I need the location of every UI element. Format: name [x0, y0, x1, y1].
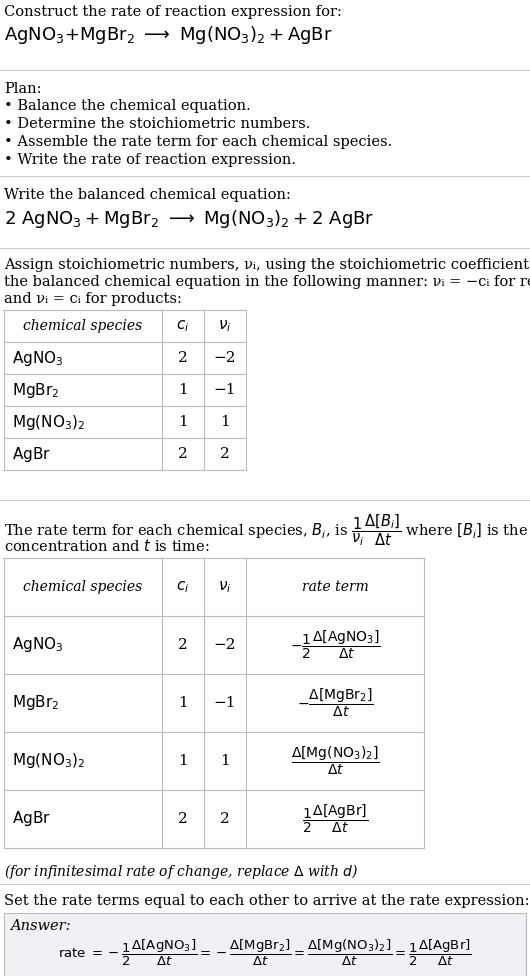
Text: 1: 1: [220, 754, 230, 768]
Text: 1: 1: [178, 415, 188, 429]
Text: 2: 2: [178, 447, 188, 461]
Bar: [4, 913, 526, 976]
Text: 1: 1: [220, 415, 230, 429]
Text: $-\dfrac{\Delta[\mathrm{MgBr_2}]}{\Delta t}$: $-\dfrac{\Delta[\mathrm{MgBr_2}]}{\Delta…: [297, 687, 373, 719]
Text: 1: 1: [178, 696, 188, 710]
Text: $\dfrac{1}{2}\dfrac{\Delta[\mathrm{AgBr}]}{\Delta t}$: $\dfrac{1}{2}\dfrac{\Delta[\mathrm{AgBr}…: [302, 803, 368, 835]
Text: • Balance the chemical equation.: • Balance the chemical equation.: [4, 99, 251, 113]
Text: concentration and $t$ is time:: concentration and $t$ is time:: [4, 538, 209, 554]
Text: Plan:: Plan:: [4, 82, 41, 96]
Text: 2: 2: [178, 638, 188, 652]
Text: $\mathrm{AgBr}$: $\mathrm{AgBr}$: [12, 809, 51, 829]
Text: 1: 1: [178, 383, 188, 397]
Text: • Assemble the rate term for each chemical species.: • Assemble the rate term for each chemic…: [4, 135, 392, 149]
Text: 2: 2: [178, 812, 188, 826]
Text: 2: 2: [220, 812, 230, 826]
Text: the balanced chemical equation in the following manner: νᵢ = −cᵢ for reactants: the balanced chemical equation in the fo…: [4, 275, 530, 289]
Text: $\mathrm{AgNO_3}$: $\mathrm{AgNO_3}$: [12, 635, 64, 655]
Text: $\mathrm{AgBr}$: $\mathrm{AgBr}$: [12, 444, 51, 464]
Text: Set the rate terms equal to each other to arrive at the rate expression:: Set the rate terms equal to each other t…: [4, 894, 529, 908]
Text: $-\dfrac{1}{2}\dfrac{\Delta[\mathrm{AgNO_3}]}{\Delta t}$: $-\dfrac{1}{2}\dfrac{\Delta[\mathrm{AgNO…: [289, 629, 381, 661]
Text: $\nu_i$: $\nu_i$: [218, 318, 232, 334]
Text: −1: −1: [214, 383, 236, 397]
Text: 1: 1: [178, 754, 188, 768]
Text: chemical species: chemical species: [23, 319, 143, 333]
Text: 2: 2: [178, 351, 188, 365]
Text: (for infinitesimal rate of change, replace $\Delta$ with $d$): (for infinitesimal rate of change, repla…: [4, 862, 358, 881]
Text: −2: −2: [214, 638, 236, 652]
Text: $2\ \mathrm{AgNO_3} + \mathrm{MgBr_2}\ \longrightarrow\ \mathrm{Mg(NO_3)_2} + 2\: $2\ \mathrm{AgNO_3} + \mathrm{MgBr_2}\ \…: [4, 208, 374, 230]
Text: −1: −1: [214, 696, 236, 710]
Text: $\mathrm{Mg(NO_3)_2}$: $\mathrm{Mg(NO_3)_2}$: [12, 413, 85, 431]
Text: rate $= -\dfrac{1}{2}\dfrac{\Delta[\mathrm{AgNO_3}]}{\Delta t} = -\dfrac{\Delta[: rate $= -\dfrac{1}{2}\dfrac{\Delta[\math…: [58, 938, 472, 968]
Text: Answer:: Answer:: [10, 919, 70, 933]
Text: The rate term for each chemical species, $B_i$, is $\dfrac{1}{\nu_i}\dfrac{\Delt: The rate term for each chemical species,…: [4, 512, 530, 548]
Text: $\mathrm{AgNO_3}$: $\mathrm{AgNO_3}$: [12, 348, 64, 368]
Text: Construct the rate of reaction expression for:: Construct the rate of reaction expressio…: [4, 5, 342, 19]
Text: $\mathrm{Mg(NO_3)_2}$: $\mathrm{Mg(NO_3)_2}$: [12, 752, 85, 770]
Text: $\mathrm{MgBr_2}$: $\mathrm{MgBr_2}$: [12, 694, 59, 712]
Text: • Write the rate of reaction expression.: • Write the rate of reaction expression.: [4, 153, 296, 167]
Text: −2: −2: [214, 351, 236, 365]
Text: Write the balanced chemical equation:: Write the balanced chemical equation:: [4, 188, 291, 202]
Text: $c_i$: $c_i$: [176, 318, 190, 334]
Text: $c_i$: $c_i$: [176, 579, 190, 594]
Text: 2: 2: [220, 447, 230, 461]
Text: and νᵢ = cᵢ for products:: and νᵢ = cᵢ for products:: [4, 292, 182, 306]
Text: Assign stoichiometric numbers, νᵢ, using the stoichiometric coefficients, cᵢ, fr: Assign stoichiometric numbers, νᵢ, using…: [4, 258, 530, 272]
Text: chemical species: chemical species: [23, 580, 143, 594]
Text: • Determine the stoichiometric numbers.: • Determine the stoichiometric numbers.: [4, 117, 311, 131]
Text: $\mathrm{MgBr_2}$: $\mathrm{MgBr_2}$: [12, 381, 59, 399]
Text: $\nu_i$: $\nu_i$: [218, 579, 232, 594]
Text: $\dfrac{\Delta[\mathrm{Mg(NO_3)_2}]}{\Delta t}$: $\dfrac{\Delta[\mathrm{Mg(NO_3)_2}]}{\De…: [290, 745, 379, 777]
Text: $\mathrm{AgNO_3}$$ + \mathrm{MgBr_2}\ \longrightarrow\ \mathrm{Mg(NO_3)_2} + \ma: $\mathrm{AgNO_3}$$ + \mathrm{MgBr_2}\ \l…: [4, 24, 333, 46]
Text: rate term: rate term: [302, 580, 368, 594]
